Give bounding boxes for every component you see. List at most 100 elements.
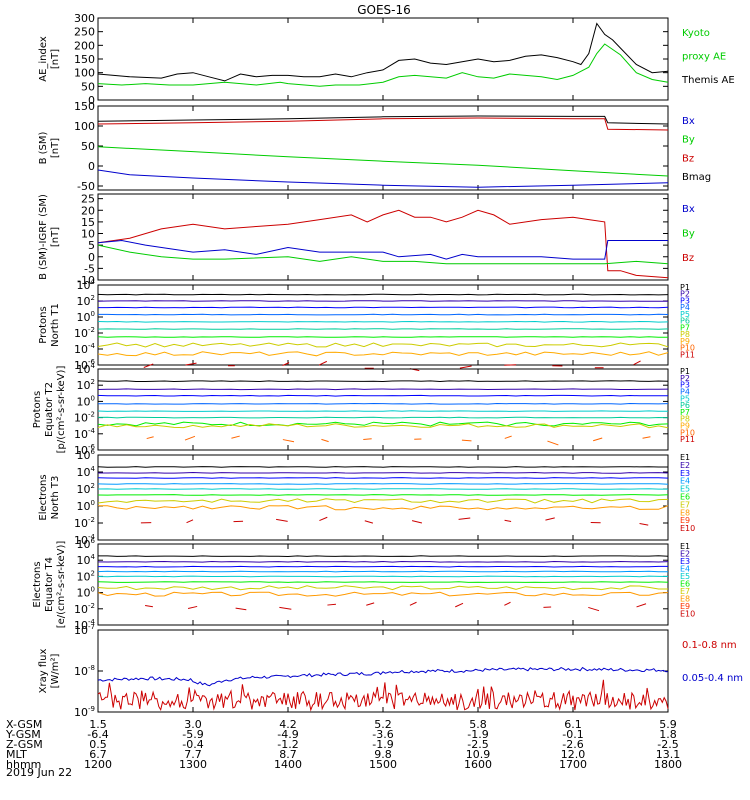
channel-label: P10 [680,344,695,353]
channel-segment [461,439,472,442]
ephemeris-value: 1800 [654,758,682,771]
y-tick-label: 104 [77,278,96,292]
series-line [97,117,669,131]
ephemeris-value: 1200 [84,758,112,771]
channel-segment [318,360,328,366]
channel-label: E1 [680,453,690,462]
y-tick-label: 10-9 [74,705,95,719]
channel-line [98,313,669,316]
series-line [97,244,669,265]
channel-segment [276,518,288,522]
channel-label: P11 [680,435,695,444]
channel-line [97,570,668,573]
channel-segment [366,602,375,606]
series-line [97,146,669,177]
series-line [97,22,669,82]
legend-label: Bx [682,204,695,215]
channel-line [97,416,669,419]
y-axis-label: AE_index [38,36,49,82]
y-axis-label: B (SM)-IGRF (SM) [38,194,49,280]
channel-line [97,591,669,597]
channel-segment [319,516,328,522]
ephemeris-row-label: Z-GSM [6,738,43,751]
channel-segment [186,519,194,524]
ephemeris-value: -2.5 [657,738,678,751]
date-label: 2019 Jun 22 [6,766,72,779]
channel-segment [279,606,292,610]
legend-label: Bz [682,253,694,264]
channel-line [97,585,668,591]
ephemeris-value: 3.0 [184,718,202,731]
ephemeris-value: 7.7 [184,748,202,761]
channel-label: P8 [680,330,690,339]
channel-segment [185,362,197,366]
legend-label: Kyoto [682,28,710,39]
channel-segment [282,439,295,443]
ephemeris-value: 6.7 [89,748,107,761]
channel-line [97,402,669,405]
y-tick-label: 300 [74,12,95,25]
channel-label: E8 [680,508,690,517]
channel-line [98,555,669,558]
chart-title: GOES-16 [357,3,411,17]
y-tick-label: 250 [74,26,95,39]
channel-line [97,300,668,302]
y-tick-label: 104 [77,362,96,376]
channel-line [98,471,669,474]
ephemeris-value: -1.2 [277,738,298,751]
legend-label: Bx [682,116,695,127]
y-tick-label: 100 [74,67,95,80]
y-axis-label: [nT] [50,138,61,158]
ephemeris-value: 5.9 [659,718,677,731]
series-line [97,209,669,279]
channel-label: P2 [680,374,690,383]
ephemeris-row-label: Y-GSM [5,728,41,741]
channel-segment [145,605,153,608]
y-tick-label: 10-6 [74,358,96,372]
channel-label: E2 [680,550,690,559]
channel-line [97,466,668,468]
channel-label: E10 [680,610,695,619]
y-tick-label: 106 [77,537,96,551]
ephemeris-value: 1500 [369,758,397,771]
channel-segment [282,362,290,366]
y-tick-label: 150 [74,53,95,66]
panel-b: -50 0 50 100 150 B (SM) [nT] Bx By Bz Bmag [38,100,711,193]
series-line [97,169,669,188]
channel-segment [636,603,647,608]
ephemeris-value: -0.4 [182,738,203,751]
y-tick-label: 5 [88,239,95,252]
panel-e2: 10-4 10-2 100 102 104 106 Electrons Equator T4[… [32,537,695,632]
channel-label: P7 [680,323,690,332]
series-line [97,679,669,712]
y-tick-label: 10-4 [74,618,96,632]
legend-label: By [682,135,695,146]
legend-label: Bz [682,153,694,164]
y-tick-label: 50 [81,80,95,93]
panel-frame [97,629,669,713]
y-axis-label: [nT] [50,227,61,247]
panel-frame [97,454,669,541]
y-axis-label: B (SM) [38,131,49,164]
y-axis-label: [e/(cm²-s-sr-keV)] [56,541,67,629]
channel-line [97,505,669,511]
y-axis-label: [nT] [50,49,61,69]
channel-label: E7 [680,500,690,509]
channel-segment [187,605,198,609]
channel-segment [321,438,329,443]
channel-label: P6 [680,317,690,326]
channel-line [97,293,669,296]
y-tick-label: 10-4 [74,342,96,356]
y-tick-label: 15 [81,216,95,229]
channel-label: E5 [680,485,690,494]
y-tick-label: 150 [74,100,95,113]
legend-label: 0.1-0.8 nm [682,640,737,651]
channel-segment [642,436,651,439]
y-tick-label: 102 [77,378,95,392]
channel-label: E6 [680,493,690,502]
channel-label: P3 [680,296,690,305]
channel-label: P4 [680,303,690,312]
channel-label: P1 [680,283,690,292]
